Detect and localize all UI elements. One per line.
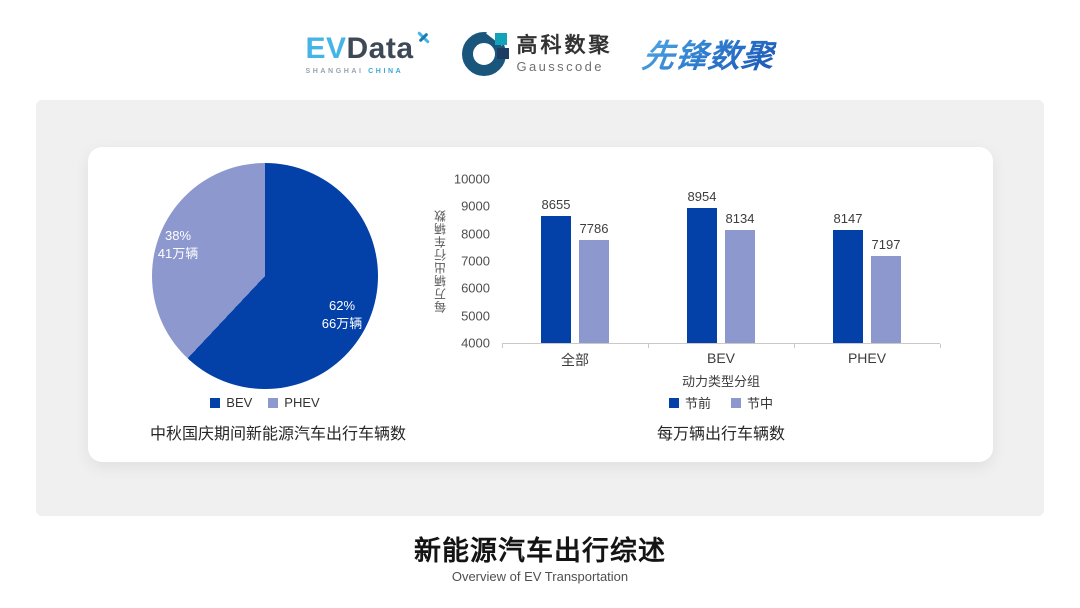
bar-节前: 8954 [687,189,717,343]
legend-swatch [210,397,221,408]
pie-phev-count: 41万辆 [157,246,199,262]
bar-x-axis-title: 动力类型分组 [681,374,760,389]
report-panel: 38% 41万辆 62% 66万辆 BEV PHEV 中秋国庆期间新能源汽车出行车… [36,100,1044,516]
bar-groups: 8655 7786 8954 8134 8147 7197 [502,179,940,343]
logo-bar: EV Data SHANGHAI CHINA 高科数聚 Gausscode 先锋数… [0,22,1080,86]
pie-label-bev: 62% 66万辆 [302,297,382,333]
evdata-wordmark: EV Data [305,30,430,65]
legend-swatch [731,397,741,408]
legend-label: BEV [226,395,253,410]
bar-value-label: 8954 [687,188,717,204]
page-title: 新能源汽车出行综述 [414,536,666,566]
x-axis-tick [940,344,941,348]
evdata-x-icon [416,30,431,45]
gausscode-g-icon [461,23,510,77]
legend-item: 节前 [668,393,711,412]
pie-bev-percent: 62% [328,298,356,313]
bar-chart: 每万辆出行车辆数 10000 9000 8000 7000 6000 5000 4000 8… [88,147,993,462]
bar-value-label: 7786 [579,220,609,236]
legend-item: 节中 [731,393,773,412]
y-tick-label: 9000 [461,198,490,214]
bar-节前: 8147 [833,211,863,343]
y-tick-label: 6000 [461,280,490,296]
pie-bev-count: 66万辆 [321,316,363,332]
bar-yticks: 10000 9000 8000 7000 6000 5000 4000 [418,172,490,351]
bar-节前: 8655 [541,197,571,343]
legend-swatch [668,397,679,408]
bar-chart-title: 每万辆出行车辆数 [656,426,785,443]
bar-value-label: 8134 [725,211,755,227]
y-tick-label: 5000 [461,308,490,324]
x-category-label: BEV [706,350,735,366]
pie-disc [152,163,378,389]
bar-value-label: 8147 [833,210,863,226]
page-subtitle: Overview of EV Transportation [451,569,629,584]
x-category-label: 全部 [561,352,589,368]
bar-节中: 7197 [871,237,901,343]
y-tick-label: 7000 [461,253,490,269]
bar-group: 8147 7197 [794,179,940,343]
y-tick-label: 8000 [461,226,490,242]
bar-value-label: 8655 [541,196,571,212]
bar-plot: 8655 7786 8954 8134 8147 7197 [502,179,941,348]
evdata-data-text: Data [346,31,414,65]
xianfengshuju-logo: 先锋数聚 [639,31,777,77]
legend-item: PHEV [268,395,320,410]
evdata-shanghai-text: SHANGHAI [305,67,369,75]
legend-label: 节前 [684,396,711,411]
evdata-logo: EV Data SHANGHAI CHINA [305,30,430,75]
evdata-china-text: CHINA [368,67,404,75]
pie-legend: BEV PHEV [152,395,378,410]
x-axis-tick [793,344,795,348]
evdata-ev-text: EV [305,31,347,65]
gausscode-en-text: Gausscode [516,58,604,74]
bar-value-label: 7197 [871,236,901,252]
bar-legend: 节前 节中 [502,393,940,412]
x-category-label: PHEV [847,350,887,366]
y-tick-label: 4000 [461,335,490,351]
y-tick-label: 10000 [453,171,490,187]
legend-item: BEV [210,395,252,410]
pie-label-phev: 38% 41万辆 [128,227,228,263]
pie-phev-percent: 38% [164,228,192,243]
legend-swatch [268,397,279,408]
gausscode-logo: 高科数聚 Gausscode [461,23,613,77]
pie-chart-title: 中秋国庆期间新能源汽车出行车辆数 [149,426,406,443]
legend-label: PHEV [284,395,320,410]
bar-categories: 全部 BEV PHEV [502,350,940,370]
evdata-subtitle: SHANGHAI CHINA [305,68,430,75]
x-axis-tick [647,344,649,348]
charts-card: 38% 41万辆 62% 66万辆 BEV PHEV 中秋国庆期间新能源汽车出行车… [88,147,993,462]
bar-group: 8655 7786 [502,179,648,343]
x-axis-tick [502,344,503,348]
gausscode-cn-text: 高科数聚 [516,34,613,58]
bar-节中: 8134 [725,211,755,343]
bar-节中: 7786 [579,221,609,343]
pie-chart: 38% 41万辆 62% 66万辆 BEV PHEV 中秋国庆期间新能源汽车出行车… [88,147,468,462]
bar-group: 8954 8134 [648,179,794,343]
legend-label: 节中 [747,396,774,411]
